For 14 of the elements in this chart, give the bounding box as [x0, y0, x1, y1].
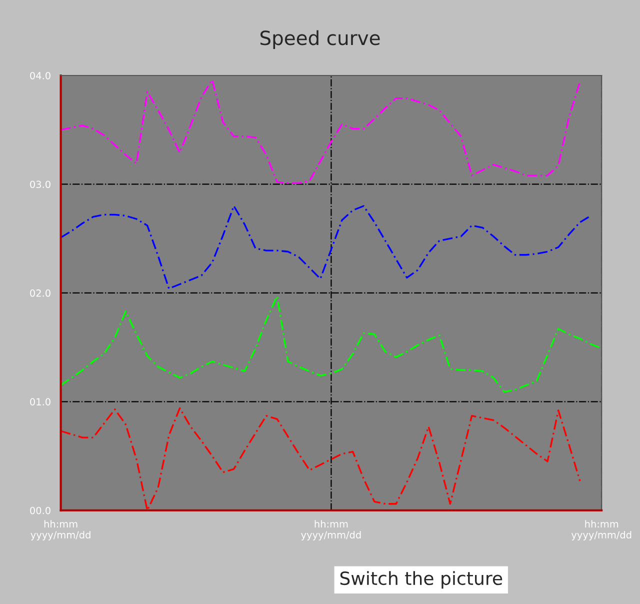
line-series — [60, 407, 581, 510]
y-tick-label: 03.0 — [30, 180, 50, 188]
text: Switch the picture — [340, 571, 502, 589]
x-tick-label: hh:mm yyyy/mm/dd — [571, 520, 632, 540]
line-series — [60, 295, 602, 393]
y-tick-label: 00.0 — [30, 506, 50, 514]
x-tick-label: hh:mm yyyy/mm/dd — [30, 520, 90, 540]
y-tick-label: 02.0 — [30, 289, 50, 297]
line-series — [60, 79, 581, 184]
y-tick-label: 01.0 — [30, 398, 50, 406]
line-series — [60, 205, 592, 290]
chart-title: Speed curve — [260, 30, 380, 50]
y-tick-label: 04.0 — [30, 72, 50, 80]
x-tick-label: hh:mm yyyy/mm/dd — [301, 520, 361, 540]
